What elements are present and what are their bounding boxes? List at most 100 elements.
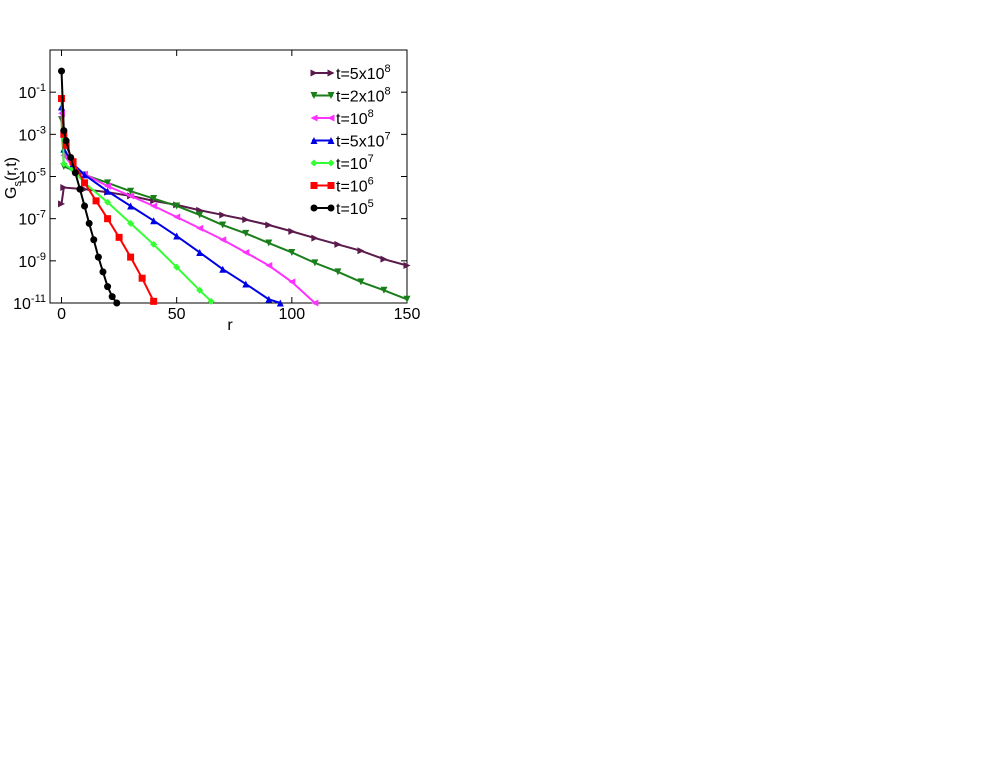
data-point [104,179,112,187]
data-point [127,192,135,200]
legend-label: t=108 [336,108,374,128]
y-tick-label: 10-5 [18,167,46,187]
data-point [242,216,250,224]
legend-label: t=5x108 [336,63,391,83]
legend-marker [327,204,335,212]
legend-label: t=105 [336,198,374,218]
data-point [173,232,181,240]
data-point [196,286,204,294]
data-point [150,195,158,203]
legend-label: t=107 [336,153,374,173]
data-point [242,229,250,237]
data-point [104,187,112,195]
data-point [71,169,79,177]
data-point [265,262,273,270]
data-point [104,182,112,190]
data-point [108,293,116,301]
data-point [288,227,296,235]
data-point [173,202,181,210]
data-point [242,280,250,288]
data-point [403,262,411,270]
data-point [265,221,273,229]
series-line [60,98,212,303]
data-point [265,295,273,303]
data-point [334,268,342,276]
data-point [150,217,158,225]
legend-marker [310,92,318,99]
data-point [127,187,135,195]
data-point [62,137,70,145]
y-tick-label: 10-3 [18,124,46,144]
data-point [138,274,146,282]
data-point [81,202,89,210]
data-point [219,265,227,273]
data-point [99,268,107,276]
data-point [334,240,342,248]
x-tick-label: 150 [394,306,421,323]
legend-marker [327,114,335,122]
y-tick-label: 10-11 [13,293,46,313]
legend-marker [310,159,318,167]
data-point [380,255,388,263]
legend-marker [327,92,335,99]
data-point [127,202,135,210]
x-tick-label: 100 [278,306,305,323]
y-tick-label: 10-1 [18,82,46,102]
x-axis-label: r [227,317,233,334]
x-tick-label: 50 [168,306,186,323]
data-point [58,67,66,75]
data-point [196,211,204,219]
data-point [60,184,68,192]
y-tick-label: 10-7 [18,209,46,229]
data-point [311,234,319,242]
data-point [85,219,93,227]
data-point [94,253,102,261]
data-point [173,213,181,221]
legend-marker [310,182,318,189]
data-point [276,299,284,307]
data-point [115,233,123,241]
legend-marker [310,137,318,144]
data-point [357,247,365,255]
data-point [288,278,296,286]
data-point [104,198,112,206]
data-point [58,200,66,208]
x-tick-label: 0 [57,306,66,323]
legend-marker [327,182,335,189]
data-point [311,259,319,267]
data-point [150,297,158,305]
data-point [207,297,215,305]
data-point [127,219,135,227]
data-point [92,197,100,205]
data-point [62,141,70,149]
data-point [219,221,227,229]
data-point [113,299,121,307]
data-point [265,239,273,247]
data-point [150,202,158,210]
legend-marker [327,137,335,144]
data-point [219,236,227,244]
data-point [104,215,112,223]
data-point [76,185,84,193]
data-point [288,248,296,256]
data-point [104,283,112,291]
data-point [196,248,204,256]
data-point [67,153,75,161]
y-axis-label: Gs(r,t) [3,157,24,199]
data-point [196,224,204,232]
data-point [60,160,68,168]
legend-marker [327,69,335,77]
data-point [173,263,181,271]
data-point [81,179,89,187]
data-point [403,295,411,303]
data-point [60,127,68,135]
data-point [380,286,388,294]
legend-label: t=2x108 [336,86,391,106]
data-point [81,171,89,179]
data-point [127,253,135,261]
data-point [357,278,365,286]
legend-marker [310,204,318,212]
data-point [90,236,98,244]
